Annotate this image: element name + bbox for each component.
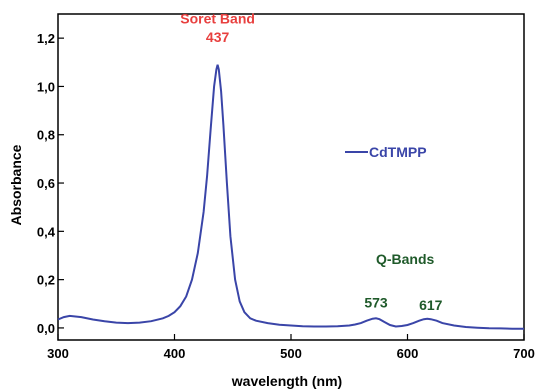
annotation-q-peak-573: 573 [364, 294, 388, 310]
x-axis: 300 400 500 600 700 [47, 334, 535, 361]
y-tick-label: 1,2 [37, 31, 55, 46]
annotation-soret-title: Soret Band [180, 11, 255, 27]
y-tick-label: 0,6 [37, 176, 55, 191]
y-axis-label: Absorbance [8, 144, 24, 225]
y-tick-label: 0,0 [37, 321, 55, 336]
series-line-cdtmpp [57, 64, 524, 330]
annotation-q-bands: Q-Bands [376, 251, 435, 267]
y-tick-label: 0,4 [37, 224, 56, 239]
x-tick-label: 700 [513, 346, 535, 361]
x-tick-label: 600 [397, 346, 419, 361]
y-tick-label: 1,0 [37, 79, 55, 94]
legend-label-cdtmpp: CdTMPP [369, 144, 427, 160]
annotation-q-peak-617: 617 [419, 297, 443, 313]
x-axis-label: wavelength (nm) [231, 373, 342, 389]
plot-frame [57, 13, 525, 341]
y-tick-label: 0,2 [37, 273, 55, 288]
x-tick-label: 500 [280, 346, 302, 361]
annotation-soret-peak: 437 [206, 29, 230, 45]
annotations: Soret Band 437 Q-Bands 573 617 [180, 11, 442, 313]
y-axis: 0,0 0,2 0,4 0,6 0,8 1,0 1,2 [37, 31, 64, 336]
x-tick-label: 400 [164, 346, 186, 361]
y-tick-label: 0,8 [37, 128, 55, 143]
x-tick-label: 300 [47, 346, 69, 361]
